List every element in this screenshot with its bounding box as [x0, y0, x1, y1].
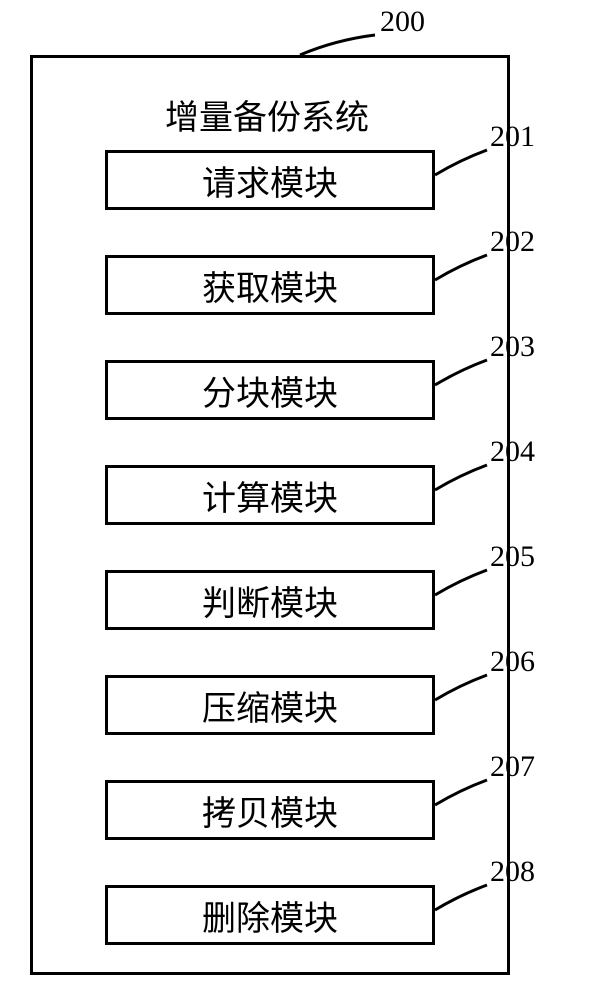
module-label: 判断模块	[202, 576, 338, 625]
module-ref-label-206: 206	[490, 645, 535, 679]
module-box-203: 分块模块	[105, 360, 435, 420]
module-label: 删除模块	[202, 891, 338, 940]
module-ref-label-203: 203	[490, 330, 535, 364]
module-label: 分块模块	[202, 366, 338, 415]
system-ref-label: 200	[380, 5, 425, 39]
module-label: 获取模块	[202, 261, 338, 310]
module-label: 请求模块	[202, 156, 338, 205]
module-ref-label-204: 204	[490, 435, 535, 469]
module-box-206: 压缩模块	[105, 675, 435, 735]
module-label: 拷贝模块	[202, 786, 338, 835]
diagram-canvas: 200 增量备份系统 请求模块 201 获取模块 202 分块模块 203 计算模块 204 判…	[0, 0, 607, 1000]
module-box-202: 获取模块	[105, 255, 435, 315]
module-box-208: 删除模块	[105, 885, 435, 945]
module-ref-label-202: 202	[490, 225, 535, 259]
module-box-207: 拷贝模块	[105, 780, 435, 840]
module-label: 计算模块	[202, 471, 338, 520]
module-ref-label-207: 207	[490, 750, 535, 784]
module-box-201: 请求模块	[105, 150, 435, 210]
module-label: 压缩模块	[202, 681, 338, 730]
module-ref-label-208: 208	[490, 855, 535, 889]
module-box-205: 判断模块	[105, 570, 435, 630]
diagram-title: 增量备份系统	[165, 90, 369, 139]
module-box-204: 计算模块	[105, 465, 435, 525]
module-ref-label-205: 205	[490, 540, 535, 574]
module-ref-label-201: 201	[490, 120, 535, 154]
